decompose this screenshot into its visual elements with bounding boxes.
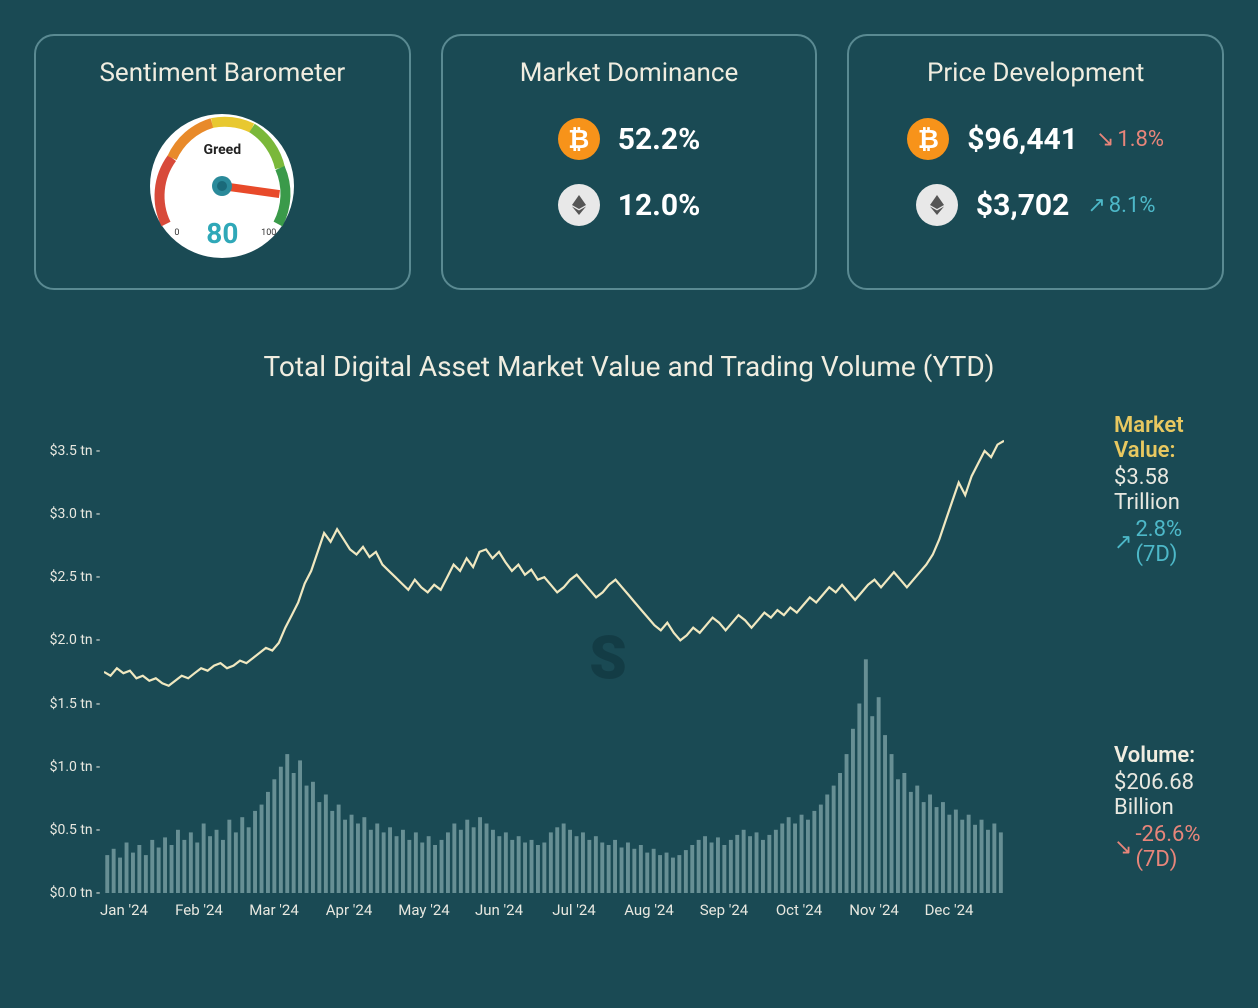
top-cards-row: Sentiment Barometer Greed 80 0 100 Mark xyxy=(34,34,1224,290)
eth-dominance-value: 12.0% xyxy=(618,188,701,223)
x-tick-label: Feb '24 xyxy=(175,901,223,919)
bitcoin-icon: ₿ xyxy=(558,118,600,160)
dominance-btc-row: ₿ 52.2% xyxy=(463,118,796,160)
x-tick-label: Oct '24 xyxy=(776,901,822,919)
price-title: Price Development xyxy=(927,58,1144,88)
y-tick-label: $1.0 tn - xyxy=(50,759,100,775)
y-tick-label: $0.5 tn - xyxy=(50,822,100,838)
vol-change-text: -26.6% (7D) xyxy=(1135,822,1224,872)
eth-price-change: ↗ 8.1% xyxy=(1087,193,1155,218)
y-tick-label: $2.0 tn - xyxy=(50,632,100,648)
volume-change: ↘ -26.6% (7D) xyxy=(1114,822,1224,872)
volume-block: Volume: $206.68 Billion ↘ -26.6% (7D) xyxy=(1114,743,1224,872)
dominance-title: Market Dominance xyxy=(520,58,739,88)
btc-change-value: 1.8% xyxy=(1117,127,1164,152)
price-eth-row: $3,702 ↗ 8.1% xyxy=(869,184,1202,226)
y-tick-label: $3.0 tn - xyxy=(50,506,100,522)
dominance-eth-row: 12.0% xyxy=(463,184,796,226)
y-tick-label: $0.0 tn - xyxy=(50,885,100,901)
arrow-up-icon: ↗ xyxy=(1114,530,1132,555)
mv-change-text: 2.8% (7D) xyxy=(1135,517,1224,567)
x-tick-label: Jun '24 xyxy=(475,901,523,919)
dominance-card: Market Dominance ₿ 52.2% 12.0% xyxy=(441,34,818,290)
volume-value: $206.68 Billion xyxy=(1114,770,1224,820)
gauge-tick-100: 100 xyxy=(261,228,276,238)
btc-dominance-value: 52.2% xyxy=(618,122,701,157)
chart-side-labels: Market Value: $3.58 Trillion ↗ 2.8% (7D)… xyxy=(1104,413,1224,923)
eth-change-value: 8.1% xyxy=(1109,193,1156,218)
x-tick-label: Dec '24 xyxy=(925,901,974,919)
volume-label: Volume: xyxy=(1114,743,1224,768)
sentiment-gauge: Greed 80 0 100 xyxy=(142,106,302,266)
arrow-up-icon: ↗ xyxy=(1087,193,1105,218)
market-value-change: ↗ 2.8% (7D) xyxy=(1114,517,1224,567)
x-tick-label: Nov '24 xyxy=(849,901,899,919)
chart-plot: S $0.0 tn -$0.5 tn -$1.0 tn -$1.5 tn -$2… xyxy=(104,413,1104,923)
y-tick-label: $3.5 tn - xyxy=(50,443,100,459)
sentiment-title: Sentiment Barometer xyxy=(99,58,345,88)
chart-svg xyxy=(104,413,1004,913)
bitcoin-icon: ₿ xyxy=(907,118,949,160)
arrow-down-icon: ↘ xyxy=(1114,835,1132,860)
chart-title: Total Digital Asset Market Value and Tra… xyxy=(34,350,1224,383)
x-tick-label: May '24 xyxy=(398,901,449,919)
gauge-sentiment-label: Greed xyxy=(204,142,242,158)
gauge-tick-0: 0 xyxy=(174,228,179,238)
ethereum-icon xyxy=(916,184,958,226)
btc-price: $96,441 xyxy=(967,122,1078,157)
market-value-block: Market Value: $3.58 Trillion ↗ 2.8% (7D) xyxy=(1114,413,1224,567)
sentiment-card: Sentiment Barometer Greed 80 0 100 xyxy=(34,34,411,290)
x-tick-label: Mar '24 xyxy=(249,901,299,919)
y-tick-label: $1.5 tn - xyxy=(50,696,100,712)
x-tick-label: Sep '24 xyxy=(700,901,749,919)
y-tick-label: $2.5 tn - xyxy=(50,569,100,585)
x-tick-label: Apr '24 xyxy=(326,901,373,919)
btc-price-change: ↘ 1.8% xyxy=(1096,127,1164,152)
gauge-value: 80 xyxy=(206,217,238,250)
chart-area: S $0.0 tn - $0.5 tn - $1.0 tn - $1.5 tn - $2… xyxy=(34,413,1224,923)
price-btc-row: ₿ $96,441 ↘ 1.8% xyxy=(869,118,1202,160)
x-tick-label: Jul '24 xyxy=(552,901,595,919)
price-card: Price Development ₿ $96,441 ↘ 1.8% $3,70… xyxy=(847,34,1224,290)
x-tick-label: Jan '24 xyxy=(100,901,148,919)
ethereum-icon xyxy=(558,184,600,226)
arrow-down-icon: ↘ xyxy=(1096,127,1114,152)
eth-price: $3,702 xyxy=(976,188,1069,223)
x-tick-label: Aug '24 xyxy=(624,901,674,919)
market-value: $3.58 Trillion xyxy=(1114,465,1224,515)
watermark-icon: S xyxy=(589,622,619,693)
market-value-label: Market Value: xyxy=(1114,413,1224,463)
